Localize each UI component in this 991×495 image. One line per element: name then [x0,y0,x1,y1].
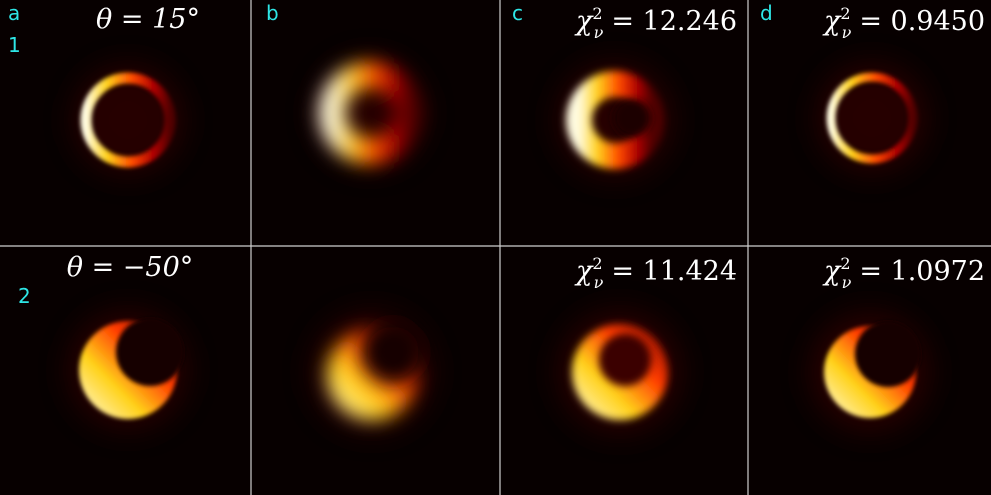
angle-label: θ = −50° [67,252,194,283]
page: a b c d 1 2 θ = 15° θ = −50° χ2ν= 12.246… [0,0,991,495]
fit-text: = 11.424 [611,256,737,287]
column-label: c [512,1,523,25]
fit-symbol: χ [822,256,842,287]
column-label: d [760,1,773,25]
row-label: 1 [8,33,21,57]
fit-symbol: χ [574,256,594,287]
figure: a b c d 1 2 θ = 15° θ = −50° χ2ν= 12.246… [0,0,991,495]
fit-text: = 0.9450 [859,6,985,37]
image-a2 [68,310,188,430]
fit-sub: ν [842,23,852,42]
row-label: 2 [18,284,31,308]
fit-text: = 12.246 [611,6,737,37]
angle-label: θ = 15° [96,4,200,35]
fit-text: = 1.0972 [859,256,985,287]
image-d2 [810,312,930,432]
fit-sup: 2 [840,254,850,273]
image-d1 [817,63,927,173]
image-a1 [73,65,183,175]
fit-sup: 2 [592,4,602,23]
image-b2 [312,312,432,432]
image-b1 [315,58,425,168]
fit-symbol: χ [574,6,594,37]
fit-sub: ν [842,273,852,292]
fit-sub: ν [594,23,604,42]
fit-sub: ν [594,273,604,292]
column-label: b [266,1,279,25]
fit-sup: 2 [592,254,602,273]
image-c2 [558,310,682,434]
fit-symbol: χ [822,6,842,37]
fit-sup: 2 [840,4,850,23]
image-c1 [557,62,673,178]
column-label: a [8,1,20,25]
